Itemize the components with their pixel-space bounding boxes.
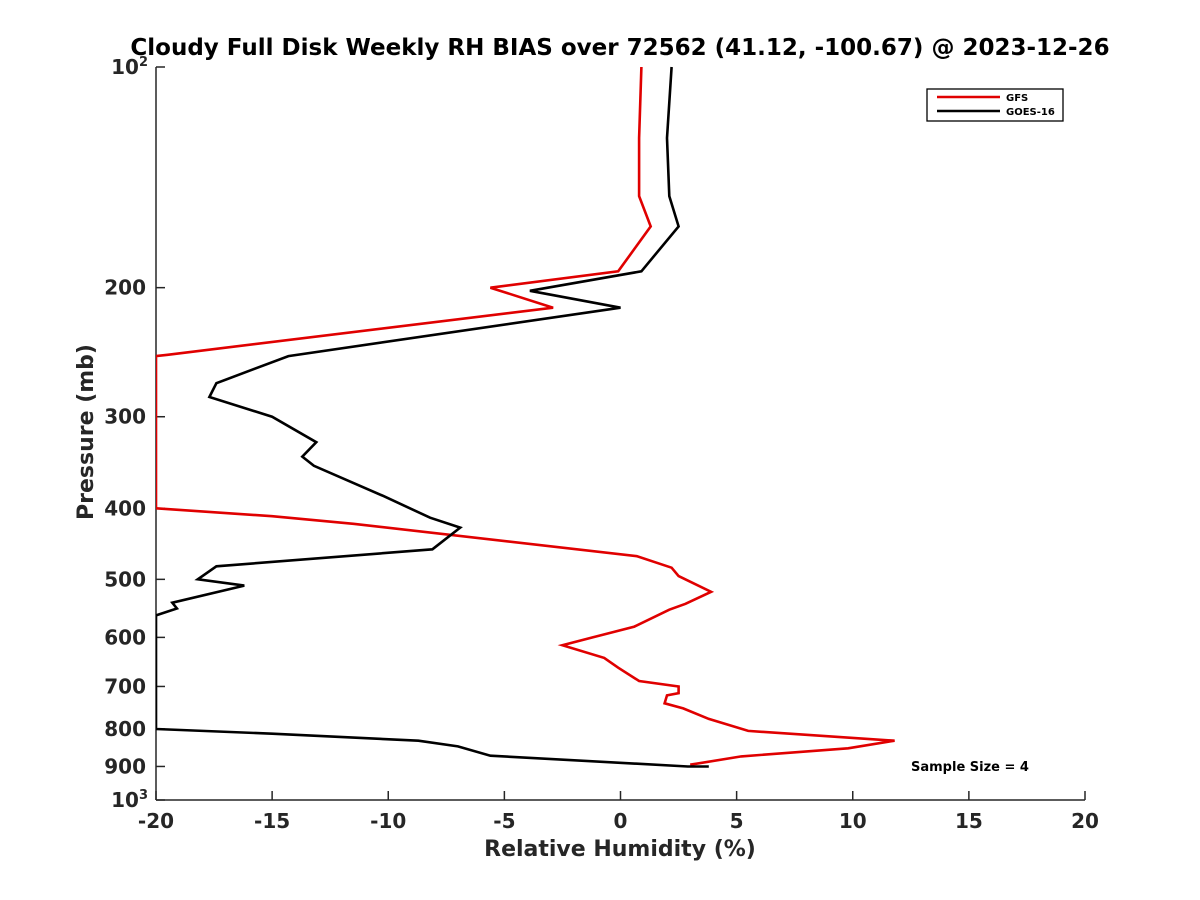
x-tick-label: 15 [955,809,983,833]
sample-size-annotation: Sample Size = 4 [911,760,1029,775]
y-tick-label: 103 [111,788,148,812]
x-axis-label: Relative Humidity (%) [484,837,756,862]
data-series [156,66,895,768]
x-tick-label: -20 [138,809,174,833]
chart-title: Cloudy Full Disk Weekly RH BIAS over 725… [130,35,1109,61]
series-line-gfs [156,66,895,766]
legend-box [926,88,1064,122]
y-tick-label: 900 [104,754,146,778]
x-tick-label: -5 [493,809,515,833]
y-tick-label: 500 [104,567,146,591]
x-tick-label: -10 [370,809,406,833]
y-tick-label: 700 [104,674,146,698]
x-tick-label: 10 [839,809,867,833]
y-tick-label: 400 [104,496,146,520]
y-tick-label: 600 [104,625,146,649]
legend: GFS GOES-16 [926,88,1064,122]
y-tick-label: 300 [104,405,146,429]
x-tick-label: 0 [614,809,628,833]
y-tick-label: 200 [104,276,146,300]
legend-label: GFS [1006,93,1028,104]
x-tick-label: -15 [254,809,290,833]
legend-label: GOES-16 [1006,107,1055,118]
y-tick-label: 102 [111,55,148,79]
x-tick-label: 5 [730,809,744,833]
x-tick-label: 20 [1071,809,1099,833]
series-line-goes-16 [156,66,709,768]
axes: -20 -15 -10 -5 0 5 10 15 20 102 200 300 400 500 600 700… [104,55,1099,833]
y-axis-label: Pressure (mb) [74,344,99,520]
y-tick-label: 800 [104,717,146,741]
